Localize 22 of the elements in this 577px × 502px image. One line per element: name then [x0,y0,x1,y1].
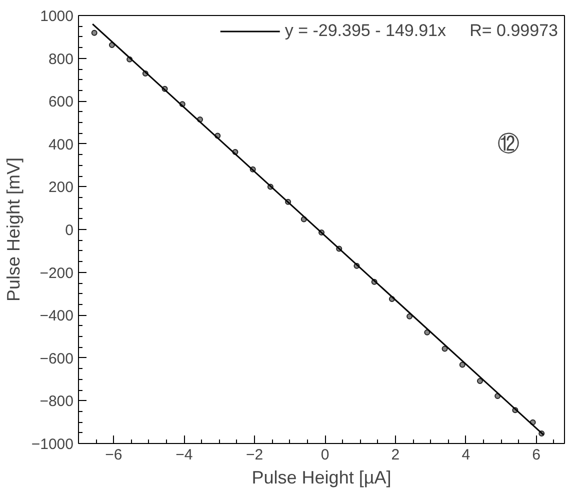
y-tick-label: −800 [40,393,74,410]
x-tick-label: −2 [246,446,264,464]
y-tick-label: 200 [48,179,74,196]
x-tick-label: 6 [532,446,540,464]
y-tick-label: 600 [48,94,74,111]
annotation: ⑫ [498,131,520,156]
y-tick-label: −200 [40,264,74,282]
x-tick-label: −4 [176,446,193,464]
x-tick-label: 4 [462,446,470,464]
y-tick-label: 1000 [40,8,74,25]
x-tick-label: 0 [320,446,330,464]
x-tick-label: −6 [105,446,122,464]
y-tick-label: −400 [40,308,74,325]
x-axis-title: Pulse Height [µA] [252,468,392,488]
y-tick-label: 800 [48,50,74,68]
y-tick-label: 0 [65,222,74,239]
legend-label: y = -29.395 - 149.91x R= 0.99973 [284,21,558,41]
y-tick-label: 400 [48,136,74,154]
y-tick-label: −1000 [31,436,74,453]
y-tick-label: −600 [40,350,74,368]
x-tick-label: 2 [391,446,400,464]
y-axis-title: Pulse Height [mV] [3,157,24,302]
